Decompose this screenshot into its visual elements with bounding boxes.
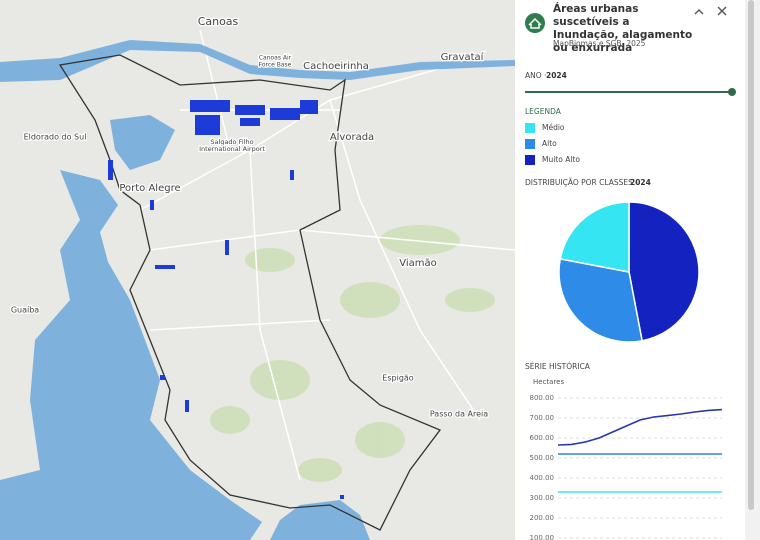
slider-knob[interactable]: [728, 88, 736, 96]
collapse-button[interactable]: [694, 9, 704, 15]
panel-title: Áreas urbanas suscetíveis a Inundação, a…: [553, 3, 693, 54]
map-label: Canoas Air: [259, 55, 292, 62]
y-tick-label: 100.00: [530, 534, 555, 540]
series-line: [557, 408, 723, 446]
map-label: Canoas: [198, 15, 239, 28]
year-value: 2024: [546, 71, 567, 80]
y-axis-label: Hectares: [533, 378, 564, 386]
pie-slice: [559, 201, 630, 273]
map-label: Viamão: [399, 258, 437, 269]
map-label: Cachoeirinha: [303, 61, 369, 72]
map-label: Salgado Filho: [210, 138, 253, 146]
map-label: Guaíba: [11, 306, 39, 315]
y-tick-label: 700.00: [530, 414, 555, 422]
y-tick-label: 400.00: [530, 474, 555, 482]
map-label: Alvorada: [330, 132, 374, 143]
pie-year: 2024: [630, 178, 651, 187]
scrollbar[interactable]: [748, 0, 754, 510]
legend-label: Muito Alto: [542, 155, 580, 164]
layer-icon: [525, 13, 545, 33]
pie-title: DISTRIBUIÇÃO POR CLASSES -: [525, 178, 638, 187]
pie-slice: [558, 258, 643, 343]
pie-slice: [628, 201, 700, 342]
legend-label: Médio: [542, 123, 565, 132]
y-tick-label: 500.00: [530, 454, 555, 462]
map-label: Passo da Areia: [430, 410, 488, 419]
map-label: Porto Alegre: [119, 183, 180, 194]
close-button[interactable]: [717, 6, 727, 16]
map-label: International Airport: [199, 145, 265, 153]
y-tick-label: 800.00: [530, 394, 555, 402]
map-label: Force Base: [259, 62, 292, 69]
legend-label: Alto: [542, 139, 557, 148]
year-label: ANO ·: [525, 71, 546, 80]
panel-source: MapBiomas e SGB, 2025: [553, 39, 646, 48]
y-tick-label: 300.00: [530, 494, 555, 502]
line-title: SÉRIE HISTÓRICA: [525, 362, 591, 371]
legend-swatch: [525, 139, 535, 149]
legend-swatch: [525, 155, 535, 165]
map-label: Gravataí: [441, 51, 485, 63]
map-label: Espigão: [382, 374, 414, 383]
map-label: Eldorado do Sul: [24, 133, 87, 142]
legend-swatch: [525, 123, 535, 133]
legend-title: LEGENDA: [525, 107, 562, 116]
y-tick-label: 200.00: [530, 514, 555, 522]
y-tick-label: 600.00: [530, 434, 555, 442]
map: [0, 0, 516, 540]
